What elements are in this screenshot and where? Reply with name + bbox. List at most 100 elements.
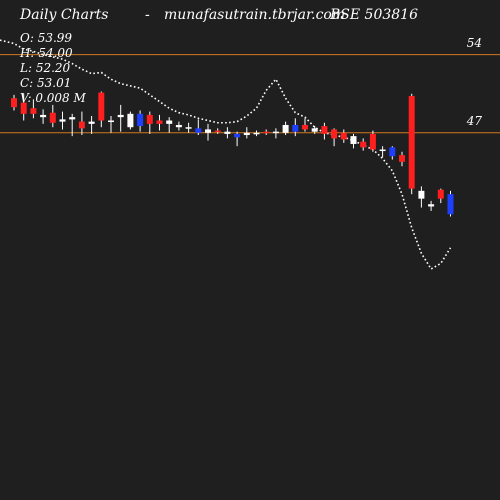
candle — [156, 114, 163, 131]
candle — [350, 133, 357, 149]
candle-body — [156, 120, 163, 124]
candle-body — [40, 114, 47, 118]
volume-value: V: 0.008 M — [20, 91, 86, 105]
candle-body — [69, 117, 76, 120]
candle-body — [263, 131, 270, 134]
candle-body — [108, 120, 114, 123]
candle-body — [234, 133, 241, 138]
candle-body — [20, 102, 27, 114]
candle-body — [408, 95, 415, 189]
candle-body — [360, 141, 367, 148]
candle — [253, 130, 260, 137]
candle — [137, 110, 144, 132]
candle — [98, 91, 105, 128]
candle-body — [428, 204, 435, 207]
candle — [69, 113, 76, 137]
candle — [360, 138, 367, 151]
candle-body — [369, 133, 376, 150]
candle-body — [117, 114, 124, 118]
title-separator: - — [145, 7, 150, 23]
candle — [195, 119, 202, 136]
close-value: C: 53.01 — [20, 76, 72, 90]
candle-body — [437, 189, 444, 199]
high-value: H: 54.00 — [20, 46, 73, 60]
candle-body — [98, 92, 105, 121]
candle — [340, 129, 347, 143]
candle — [224, 127, 231, 139]
candle — [175, 121, 182, 131]
candle-body — [214, 130, 221, 133]
candle-body — [243, 132, 250, 136]
candle — [243, 127, 250, 139]
candle-body — [78, 121, 85, 129]
candle — [11, 94, 17, 111]
candle-body — [195, 128, 202, 133]
candle — [369, 130, 376, 152]
candle — [185, 122, 192, 133]
candle — [389, 146, 396, 160]
candle-body — [127, 113, 134, 128]
candle-body — [331, 129, 338, 139]
candle-body — [379, 149, 386, 152]
candle-body — [389, 147, 396, 157]
candle — [302, 118, 308, 132]
candle-body — [350, 136, 357, 144]
candle-body — [311, 128, 318, 132]
candle-body — [447, 194, 454, 215]
candle-body — [88, 121, 95, 124]
candle-body — [399, 155, 405, 162]
reference-label-54: 54 — [466, 35, 482, 50]
candle — [331, 128, 338, 147]
candle — [88, 116, 95, 134]
candle-body — [49, 112, 56, 123]
candle-body — [59, 119, 66, 122]
candle-body — [166, 120, 173, 124]
candle — [272, 128, 279, 139]
candle — [447, 190, 454, 217]
candle — [214, 128, 221, 134]
candle — [117, 104, 124, 132]
candle-body — [253, 132, 260, 135]
candle — [40, 109, 47, 124]
candle — [399, 151, 405, 167]
candle — [379, 146, 386, 158]
candle — [20, 93, 27, 121]
candle-body — [321, 126, 328, 134]
candle-body — [340, 132, 347, 140]
candle-body — [137, 113, 144, 127]
ohlc-readout: O: 53.99 H: 54.00 L: 52.20 C: 53.01 V: 0… — [20, 31, 86, 106]
candle-body — [175, 124, 182, 128]
candle — [282, 121, 289, 136]
candle-body — [185, 127, 192, 129]
moving-average-line — [0, 39, 452, 271]
candle — [166, 117, 173, 133]
candle — [292, 118, 299, 137]
candle — [78, 111, 85, 136]
candle — [49, 104, 56, 128]
candle — [205, 123, 211, 141]
chart-title: Daily Charts — [20, 7, 109, 23]
candle-body — [205, 129, 211, 133]
symbol-label: BSE 503816 — [330, 7, 418, 23]
candle — [437, 188, 444, 204]
candle-body — [282, 124, 289, 133]
candle — [263, 129, 270, 136]
candle-body — [224, 131, 231, 134]
open-value: O: 53.99 — [20, 31, 73, 45]
candle — [59, 111, 66, 130]
candle — [30, 99, 37, 119]
candle-body — [418, 190, 425, 199]
candle — [321, 122, 328, 140]
candle-body — [11, 98, 17, 108]
candle — [146, 111, 153, 134]
candle — [127, 111, 134, 130]
candle — [311, 126, 318, 134]
site-name: munafasutrain.tbrjar.com — [164, 7, 346, 23]
candle-body — [272, 131, 279, 134]
candle — [418, 186, 425, 208]
candle-body — [30, 108, 37, 114]
candle — [428, 200, 435, 211]
candle-body — [302, 124, 308, 130]
